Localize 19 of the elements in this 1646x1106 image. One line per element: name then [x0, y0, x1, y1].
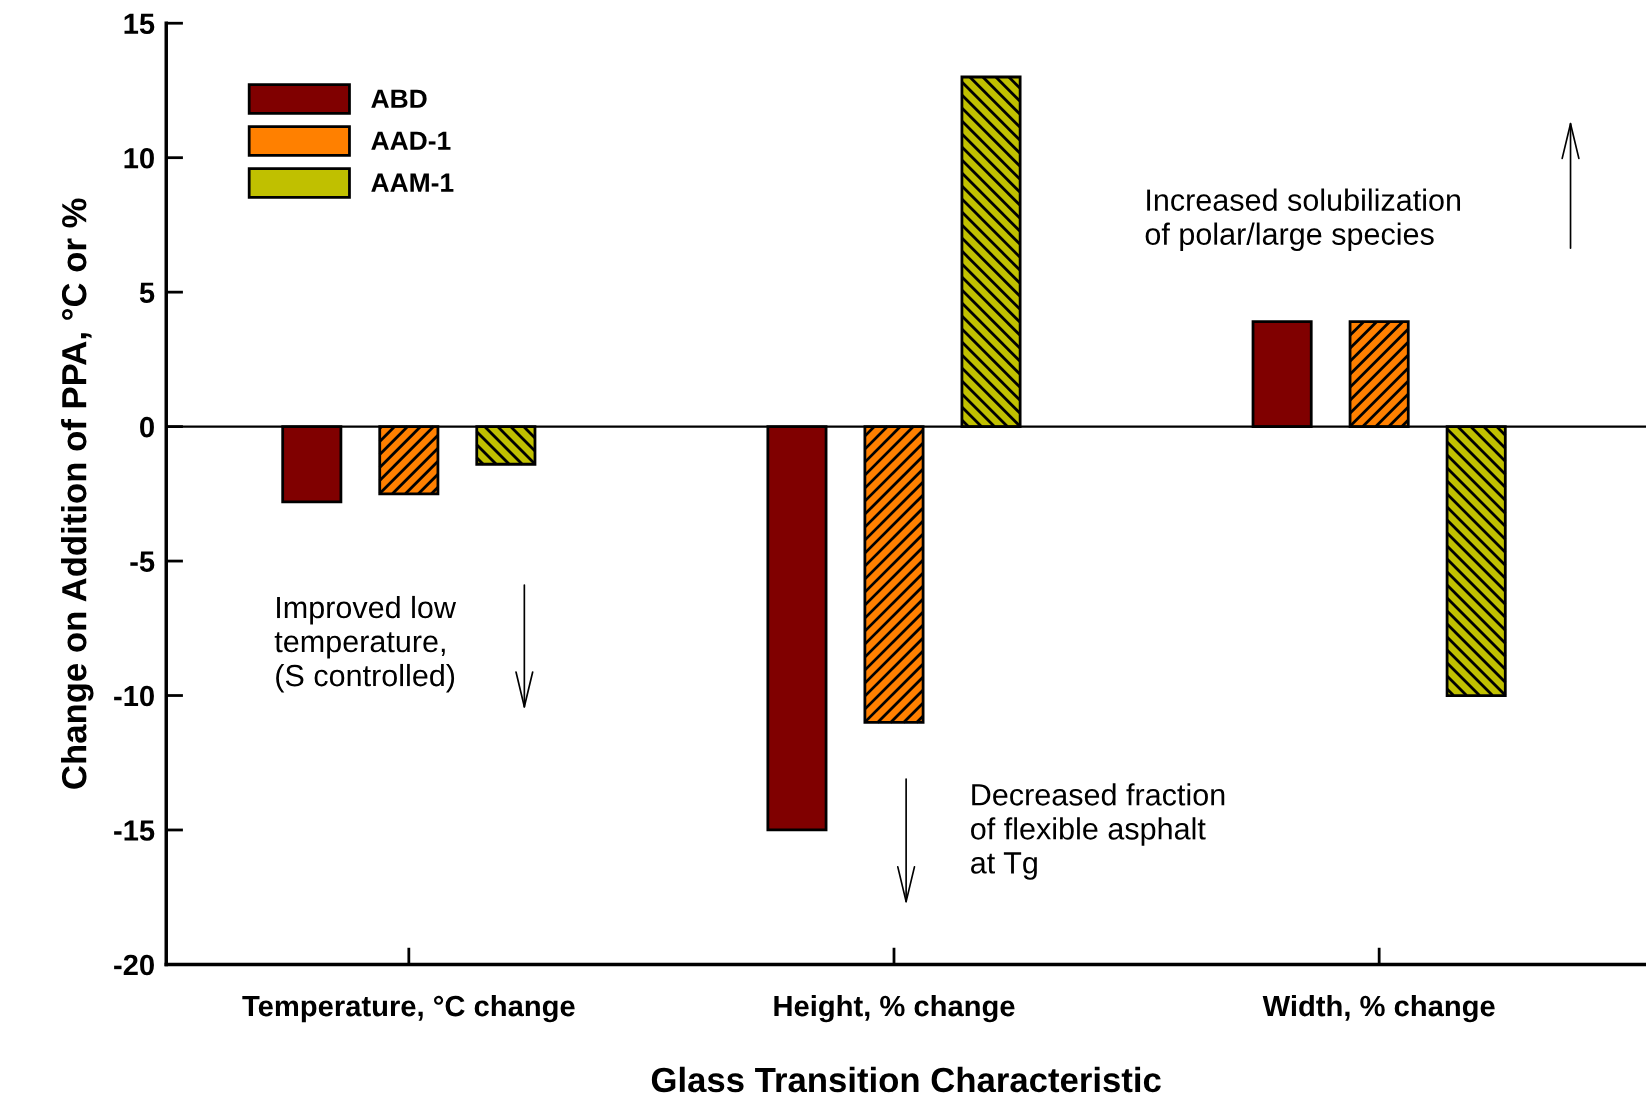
y-tick-label: -15 [114, 820, 155, 841]
legend-label: AAD-1 [371, 131, 451, 150]
y-tick-label: 0 [140, 416, 154, 438]
x-tick-label: Width, % change [1262, 994, 1495, 1023]
annotation: Increased solubilization of polar/large species [1145, 188, 1461, 251]
y-tick-label: -20 [114, 954, 154, 976]
annotation: Improved low temperature, (S controlled) [274, 595, 457, 693]
x-tick-label: Temperature, °C change [242, 994, 575, 1023]
legend-label: ABD [371, 89, 427, 108]
annotation: Decreased fraction of flexible asphalt at Tg [971, 783, 1225, 880]
y-axis-title: Change on Addition of PPA, °C or % [61, 198, 94, 789]
x-axis-title: Glass Transition Characteristic [651, 1066, 1161, 1093]
y-tick-label: -10 [114, 685, 154, 707]
legend-label: AAM-1 [371, 173, 454, 192]
x-tick-label: Height, % change [774, 994, 1015, 1023]
y-tick-label: 15 [124, 13, 155, 35]
y-tick-label: -5 [130, 551, 155, 572]
y-tick-label: 10 [124, 147, 154, 169]
y-tick-label: 5 [139, 282, 155, 303]
